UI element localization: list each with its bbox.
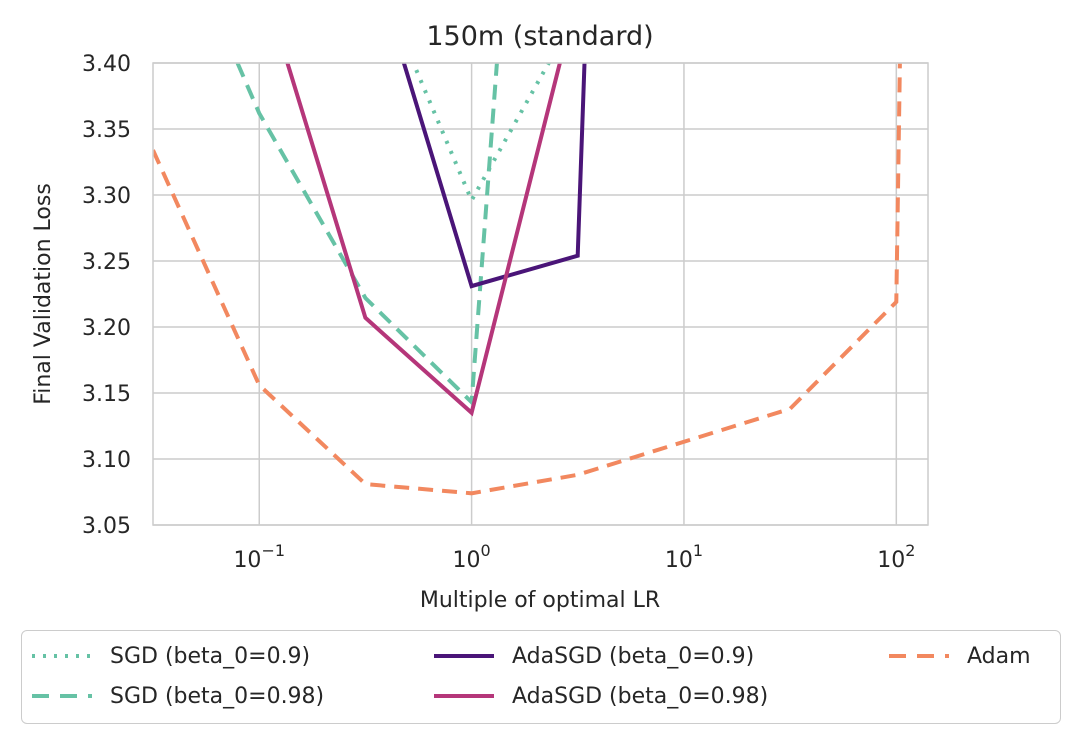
x-tick-label: 101 xyxy=(665,541,703,573)
y-tick-label: 3.15 xyxy=(82,382,131,407)
x-tick-label: 102 xyxy=(877,541,915,573)
legend-label: AdaSGD (beta_0=0.98) xyxy=(512,683,769,709)
x-tick-label: 100 xyxy=(453,541,491,573)
y-tick-label: 3.20 xyxy=(82,316,131,341)
legend-label: Adam xyxy=(967,643,1031,669)
y-tick-label: 3.35 xyxy=(82,118,131,143)
x-axis-ticks: 10−1 100 101 102 xyxy=(233,541,915,573)
y-tick-label: 3.40 xyxy=(82,52,131,77)
legend-item: SGD (beta_0=0.98) xyxy=(30,679,324,713)
legend-item: Adam xyxy=(887,639,1031,673)
series-line-sgd-beta-0-0-9- xyxy=(411,63,551,205)
legend-label: SGD (beta_0=0.9) xyxy=(110,643,311,669)
series-line-adasgd-beta-0-0-9- xyxy=(401,63,587,289)
y-tick-label: 3.05 xyxy=(82,514,131,539)
legend: SGD (beta_0=0.9) SGD (beta_0=0.98) AdaSGD … xyxy=(21,630,1061,724)
y-axis-label: Final Validation Loss xyxy=(31,183,56,405)
series-line-sgd-beta-0-0-98- xyxy=(235,63,499,407)
legend-item: SGD (beta_0=0.9) xyxy=(30,639,310,673)
y-axis-ticks: 3.05 3.10 3.15 3.20 3.25 3.30 3.35 3.40 xyxy=(82,52,131,539)
series-layer xyxy=(153,63,902,496)
legend-swatch xyxy=(32,654,92,658)
series-line-adam xyxy=(153,63,902,496)
series-line-adasgd-beta-0-0-98- xyxy=(285,63,562,417)
chart-title: 150m (standard) xyxy=(426,21,653,52)
legend-swatch xyxy=(32,694,92,698)
plot-frame xyxy=(152,62,929,526)
legend-label: SGD (beta_0=0.98) xyxy=(110,683,325,709)
legend-swatch xyxy=(434,654,494,658)
y-tick-label: 3.25 xyxy=(82,250,131,275)
x-axis-label: Multiple of optimal LR xyxy=(420,588,660,613)
x-tick-label: 10−1 xyxy=(233,541,285,573)
legend-label: AdaSGD (beta_0=0.9) xyxy=(512,643,755,669)
y-tick-label: 3.10 xyxy=(82,448,131,473)
legend-swatch xyxy=(434,694,494,698)
legend-item: AdaSGD (beta_0=0.98) xyxy=(432,679,768,713)
y-tick-label: 3.30 xyxy=(82,184,131,209)
legend-swatch xyxy=(889,654,949,658)
legend-item: AdaSGD (beta_0=0.9) xyxy=(432,639,754,673)
